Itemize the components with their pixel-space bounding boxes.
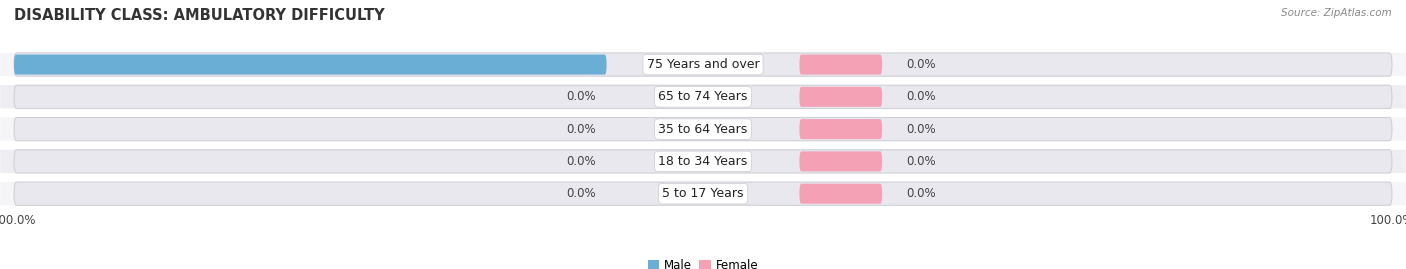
FancyBboxPatch shape	[14, 118, 1392, 141]
FancyBboxPatch shape	[800, 184, 882, 204]
Text: Source: ZipAtlas.com: Source: ZipAtlas.com	[1281, 8, 1392, 18]
Text: 0.0%: 0.0%	[567, 155, 596, 168]
Text: 0.0%: 0.0%	[907, 123, 936, 136]
Text: 0.0%: 0.0%	[567, 90, 596, 103]
Legend: Male, Female: Male, Female	[648, 259, 758, 269]
FancyBboxPatch shape	[800, 119, 882, 139]
FancyBboxPatch shape	[0, 85, 1406, 108]
Text: 65 to 74 Years: 65 to 74 Years	[658, 90, 748, 103]
Text: 0.0%: 0.0%	[907, 155, 936, 168]
Text: 0.0%: 0.0%	[907, 58, 936, 71]
FancyBboxPatch shape	[14, 182, 1392, 205]
FancyBboxPatch shape	[800, 151, 882, 171]
Text: 0.0%: 0.0%	[907, 187, 936, 200]
Text: 5 to 17 Years: 5 to 17 Years	[662, 187, 744, 200]
FancyBboxPatch shape	[14, 53, 1392, 76]
FancyBboxPatch shape	[14, 55, 606, 75]
FancyBboxPatch shape	[0, 182, 1406, 205]
FancyBboxPatch shape	[14, 150, 1392, 173]
FancyBboxPatch shape	[0, 118, 1406, 141]
FancyBboxPatch shape	[14, 85, 1392, 108]
Text: 75 Years and over: 75 Years and over	[647, 58, 759, 71]
FancyBboxPatch shape	[0, 150, 1406, 173]
FancyBboxPatch shape	[0, 53, 1406, 76]
Text: 0.0%: 0.0%	[907, 90, 936, 103]
Text: 18 to 34 Years: 18 to 34 Years	[658, 155, 748, 168]
Text: DISABILITY CLASS: AMBULATORY DIFFICULTY: DISABILITY CLASS: AMBULATORY DIFFICULTY	[14, 8, 385, 23]
Text: 0.0%: 0.0%	[567, 123, 596, 136]
FancyBboxPatch shape	[800, 55, 882, 75]
FancyBboxPatch shape	[800, 87, 882, 107]
Text: 0.0%: 0.0%	[567, 187, 596, 200]
Text: 35 to 64 Years: 35 to 64 Years	[658, 123, 748, 136]
